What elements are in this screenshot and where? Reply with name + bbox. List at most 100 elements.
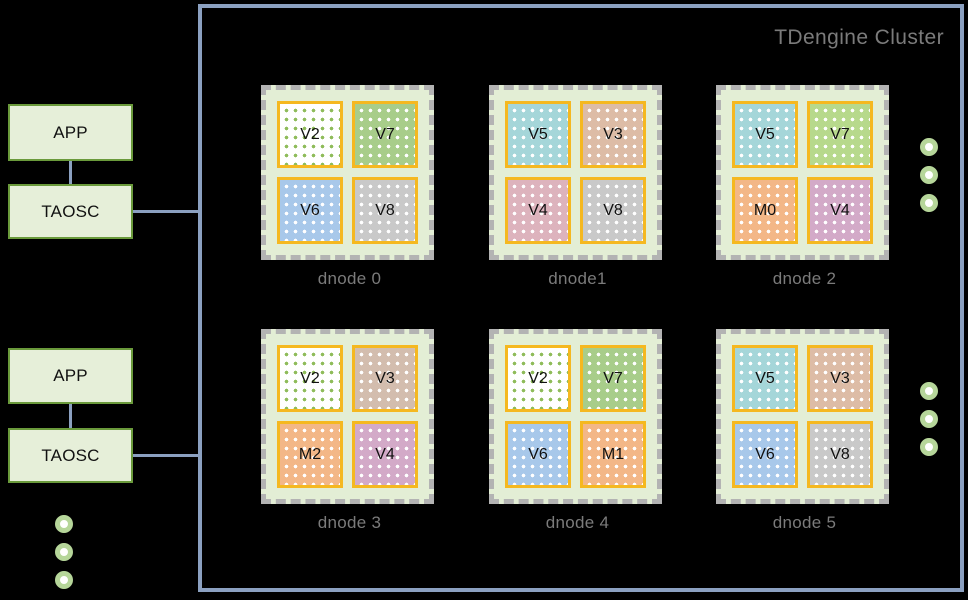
vnode-grid-1: V5 V3 V4 V8 <box>494 90 657 255</box>
dnode-group-1[interactable]: V5 V3 V4 V8 dnode1 <box>489 85 666 289</box>
vnode-label: V8 <box>603 201 623 219</box>
vnode-m0[interactable]: M0 <box>732 177 798 244</box>
dnode-label-4: dnode 4 <box>545 513 610 532</box>
ellipsis-dot-icon <box>920 166 938 184</box>
dnode-box-2: V5 V7 M0 V4 <box>716 85 889 260</box>
vnode-v8[interactable]: V8 <box>807 421 873 488</box>
taosc-box-2[interactable]: TAOSC <box>8 428 133 483</box>
vnode-v5[interactable]: V5 <box>505 101 571 168</box>
vnode-label: V8 <box>830 445 850 463</box>
ellipsis-dot-icon <box>920 410 938 428</box>
dnode-group-2[interactable]: V5 V7 M0 V4 dnode 2 <box>716 85 893 289</box>
vnode-v4[interactable]: V4 <box>807 177 873 244</box>
dnode-box-0: V2 V7 V6 V8 <box>261 85 434 260</box>
vnode-grid-5: V5 V3 V6 V8 <box>721 334 884 499</box>
vnode-grid-4: V2 V7 V6 M1 <box>494 334 657 499</box>
vnode-label: V5 <box>755 125 775 143</box>
vnode-label: V6 <box>755 445 775 463</box>
cluster-bottom-ellipsis-icon <box>920 382 938 456</box>
vnode-v2[interactable]: V2 <box>277 345 343 412</box>
vnode-dot-pattern <box>355 104 415 165</box>
vnode-m2[interactable]: M2 <box>277 421 343 488</box>
vnode-dot-pattern <box>810 348 870 409</box>
vnode-v4[interactable]: V4 <box>352 421 418 488</box>
ellipsis-dot-icon <box>920 438 938 456</box>
vnode-label: V7 <box>375 125 395 143</box>
vnode-v6[interactable]: V6 <box>732 421 798 488</box>
vnode-label: V2 <box>300 369 320 387</box>
vnode-v3[interactable]: V3 <box>352 345 418 412</box>
vnode-dot-pattern <box>355 424 415 485</box>
ellipsis-dot-icon <box>920 138 938 156</box>
dnode-label-3: dnode 3 <box>317 513 382 532</box>
vnode-grid-0: V2 V7 V6 V8 <box>266 90 429 255</box>
vnode-v6[interactable]: V6 <box>505 421 571 488</box>
dnode-box-4: V2 V7 V6 M1 <box>489 329 662 504</box>
ellipsis-dot-icon <box>55 515 73 533</box>
vnode-label: V2 <box>528 369 548 387</box>
vnode-v5[interactable]: V5 <box>732 101 798 168</box>
vnode-v7[interactable]: V7 <box>580 345 646 412</box>
vnode-label: V7 <box>830 125 850 143</box>
vnode-label: V8 <box>375 201 395 219</box>
vnode-dot-pattern <box>735 180 795 241</box>
taosc-box-2-label: TAOSC <box>41 445 100 465</box>
dnode-box-1: V5 V3 V4 V8 <box>489 85 662 260</box>
cluster-title: TDengine Cluster <box>774 26 944 49</box>
vnode-dot-pattern <box>810 180 870 241</box>
vnode-v2[interactable]: V2 <box>505 345 571 412</box>
vnode-dot-pattern <box>508 424 568 485</box>
dnode-label-2: dnode 2 <box>772 269 837 288</box>
vnode-label: M1 <box>601 445 625 463</box>
dnode-box-3: V2 V3 M2 V4 <box>261 329 434 504</box>
vnode-dot-pattern <box>583 180 643 241</box>
vnode-dot-pattern <box>735 424 795 485</box>
dnode-group-5[interactable]: V5 V3 V6 V8 dnode 5 <box>716 329 893 533</box>
vnode-dot-pattern <box>735 104 795 165</box>
ellipsis-dot-icon <box>55 543 73 561</box>
vnode-v8[interactable]: V8 <box>352 177 418 244</box>
app-box-2[interactable]: APP <box>8 348 133 404</box>
vnode-v7[interactable]: V7 <box>352 101 418 168</box>
vnode-dot-pattern <box>508 104 568 165</box>
dnode-label-1: dnode1 <box>548 269 607 288</box>
vnode-v7[interactable]: V7 <box>807 101 873 168</box>
app-box-2-label: APP <box>53 366 88 385</box>
taosc-box-1-label: TAOSC <box>41 201 100 221</box>
connector-app1-taosc1 <box>69 161 72 184</box>
connector-app2-taosc2 <box>69 404 72 428</box>
vnode-v8[interactable]: V8 <box>580 177 646 244</box>
vnode-label: V3 <box>375 369 395 387</box>
vnode-dot-pattern <box>355 180 415 241</box>
dnode-group-4[interactable]: V2 V7 V6 M1 dnode 4 <box>489 329 666 533</box>
vnode-v3[interactable]: V3 <box>807 345 873 412</box>
vnode-v6[interactable]: V6 <box>277 177 343 244</box>
ellipsis-dot-icon <box>920 382 938 400</box>
vnode-v3[interactable]: V3 <box>580 101 646 168</box>
vnode-v5[interactable]: V5 <box>732 345 798 412</box>
dnode-group-3[interactable]: V2 V3 M2 V4 dnode 3 <box>261 329 438 533</box>
connector-taosc1-cluster <box>133 210 202 213</box>
vnode-dot-pattern <box>280 348 340 409</box>
vnode-dot-pattern <box>280 424 340 485</box>
vnode-label: M0 <box>753 201 777 219</box>
vnode-label: V7 <box>603 369 623 387</box>
app-box-1[interactable]: APP <box>8 104 133 161</box>
vnode-label: V4 <box>528 201 548 219</box>
vnode-dot-pattern <box>508 180 568 241</box>
vnode-dot-pattern <box>508 348 568 409</box>
cluster-frame <box>198 4 964 592</box>
vnode-dot-pattern <box>735 348 795 409</box>
vnode-v4[interactable]: V4 <box>505 177 571 244</box>
vnode-dot-pattern <box>355 348 415 409</box>
cluster-top-ellipsis-icon <box>920 138 938 212</box>
vnode-dot-pattern <box>810 424 870 485</box>
vnode-label: V4 <box>830 201 850 219</box>
vnode-label: V5 <box>528 125 548 143</box>
taosc-box-1[interactable]: TAOSC <box>8 184 133 239</box>
connector-taosc2-cluster <box>133 454 202 457</box>
dnode-group-0[interactable]: V2 V7 V6 V8 dnode 0 <box>261 85 438 289</box>
vnode-m1[interactable]: M1 <box>580 421 646 488</box>
vnode-dot-pattern <box>583 104 643 165</box>
vnode-v2[interactable]: V2 <box>277 101 343 168</box>
